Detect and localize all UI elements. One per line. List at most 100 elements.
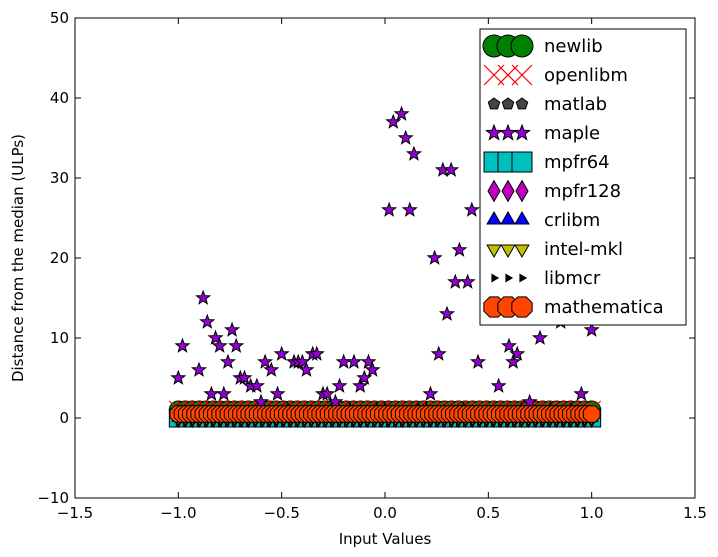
data-point <box>430 345 447 361</box>
data-point <box>531 329 549 345</box>
data-point <box>451 241 468 257</box>
x-tick-label: −1.0 <box>160 504 196 522</box>
data-point <box>385 113 402 129</box>
x-tick-label: 1.5 <box>683 504 707 522</box>
data-point <box>364 361 381 377</box>
y-tick-label: 30 <box>50 169 69 187</box>
legend-marker <box>505 273 514 283</box>
legend-label: libmcr <box>544 268 601 289</box>
data-point <box>207 329 224 345</box>
data-point <box>294 353 311 369</box>
x-tick-label: −1.5 <box>57 504 93 522</box>
legend-item-newlib: newlib <box>482 34 603 58</box>
y-tick-label: 20 <box>50 249 69 267</box>
legend-label: maple <box>544 123 600 144</box>
y-axis-label: Distance from the median (ULPs) <box>9 134 27 382</box>
legend-item-intel-mkl: intel-mkl <box>486 239 623 260</box>
legend-label: mathematica <box>544 297 664 318</box>
data-point <box>248 377 265 393</box>
data-point <box>381 201 398 217</box>
data-point <box>393 105 410 121</box>
legend-marker <box>487 179 501 203</box>
legend-marker <box>511 296 533 318</box>
legend-frame <box>479 28 687 326</box>
data-point <box>490 377 507 393</box>
legend-marker <box>500 244 516 258</box>
legend-label: openlibm <box>544 65 628 86</box>
data-point <box>422 385 439 401</box>
legend-item-crlibm: crlibm <box>486 210 600 231</box>
data-point <box>331 377 348 393</box>
y-tick-label: −10 <box>37 489 69 507</box>
legend-label: crlibm <box>544 210 600 231</box>
data-point <box>170 369 187 385</box>
y-tick-label: 0 <box>59 409 69 427</box>
x-tick-label: 0.5 <box>476 504 500 522</box>
data-point <box>447 273 464 289</box>
data-point <box>397 129 414 145</box>
legend-item-matlab: matlab <box>487 94 607 115</box>
data-point <box>190 361 208 377</box>
legend-label: matlab <box>544 94 607 115</box>
data-point <box>345 353 363 369</box>
legend-marker <box>500 211 516 225</box>
data-point <box>426 249 443 265</box>
legend-marker <box>511 64 533 86</box>
data-point <box>505 353 522 369</box>
data-point <box>257 353 274 369</box>
data-point <box>356 369 373 385</box>
legend-marker <box>519 273 528 283</box>
data-point <box>500 337 518 353</box>
data-point <box>269 385 286 401</box>
data-point <box>224 321 241 337</box>
legend-marker <box>513 123 531 141</box>
data-point <box>583 321 600 337</box>
legend-marker <box>510 34 534 58</box>
x-tick-label: −0.5 <box>263 504 299 522</box>
data-point <box>273 345 290 361</box>
legend-label: intel-mkl <box>544 239 623 260</box>
legend-marker <box>491 273 500 283</box>
y-tick-label: 50 <box>50 9 69 27</box>
legend-marker <box>515 97 529 110</box>
legend-item-mathematica: mathematica <box>483 296 664 318</box>
data-point <box>405 145 422 161</box>
legend-label: mpfr64 <box>544 152 610 173</box>
legend-marker <box>514 211 530 225</box>
y-tick-label: 40 <box>50 89 69 107</box>
series-mathematica <box>169 405 601 423</box>
data-point <box>469 353 487 369</box>
legend-item-mpfr64: mpfr64 <box>483 151 610 173</box>
legend-label: newlib <box>544 36 603 57</box>
data-point <box>228 337 245 353</box>
legend-item-libmcr: libmcr <box>491 268 601 289</box>
legend-marker <box>514 244 530 258</box>
x-axis-ticks: −1.5 −1.0 −0.5 0.0 0.5 1.0 1.5 <box>57 18 707 522</box>
data-point <box>459 273 476 289</box>
plot-marks <box>168 105 602 429</box>
data-point <box>401 201 418 217</box>
legend-label: mpfr128 <box>544 181 621 202</box>
data-point <box>195 289 212 305</box>
data-point <box>509 345 526 361</box>
x-tick-label: 1.0 <box>580 504 604 522</box>
data-point <box>236 369 253 385</box>
data-point <box>335 353 352 369</box>
legend-marker <box>501 97 515 110</box>
data-point <box>211 337 228 353</box>
data-point <box>263 361 280 377</box>
legend-marker <box>486 211 502 225</box>
legend-marker <box>487 97 501 110</box>
legend-marker <box>501 179 515 203</box>
data-point <box>327 393 344 409</box>
data-point <box>199 313 216 329</box>
legend-marker <box>511 151 533 173</box>
legend-item-mpfr128: mpfr128 <box>487 179 621 203</box>
legend-item-maple: maple <box>485 123 600 144</box>
x-axis-label: Input Values <box>339 530 432 548</box>
legend-marker <box>515 179 529 203</box>
legend: newlib openlibm matlab maple mpfr64 mpfr128 cr… <box>479 28 687 326</box>
legend-item-openlibm: openlibm <box>483 64 628 86</box>
data-point <box>174 337 191 353</box>
